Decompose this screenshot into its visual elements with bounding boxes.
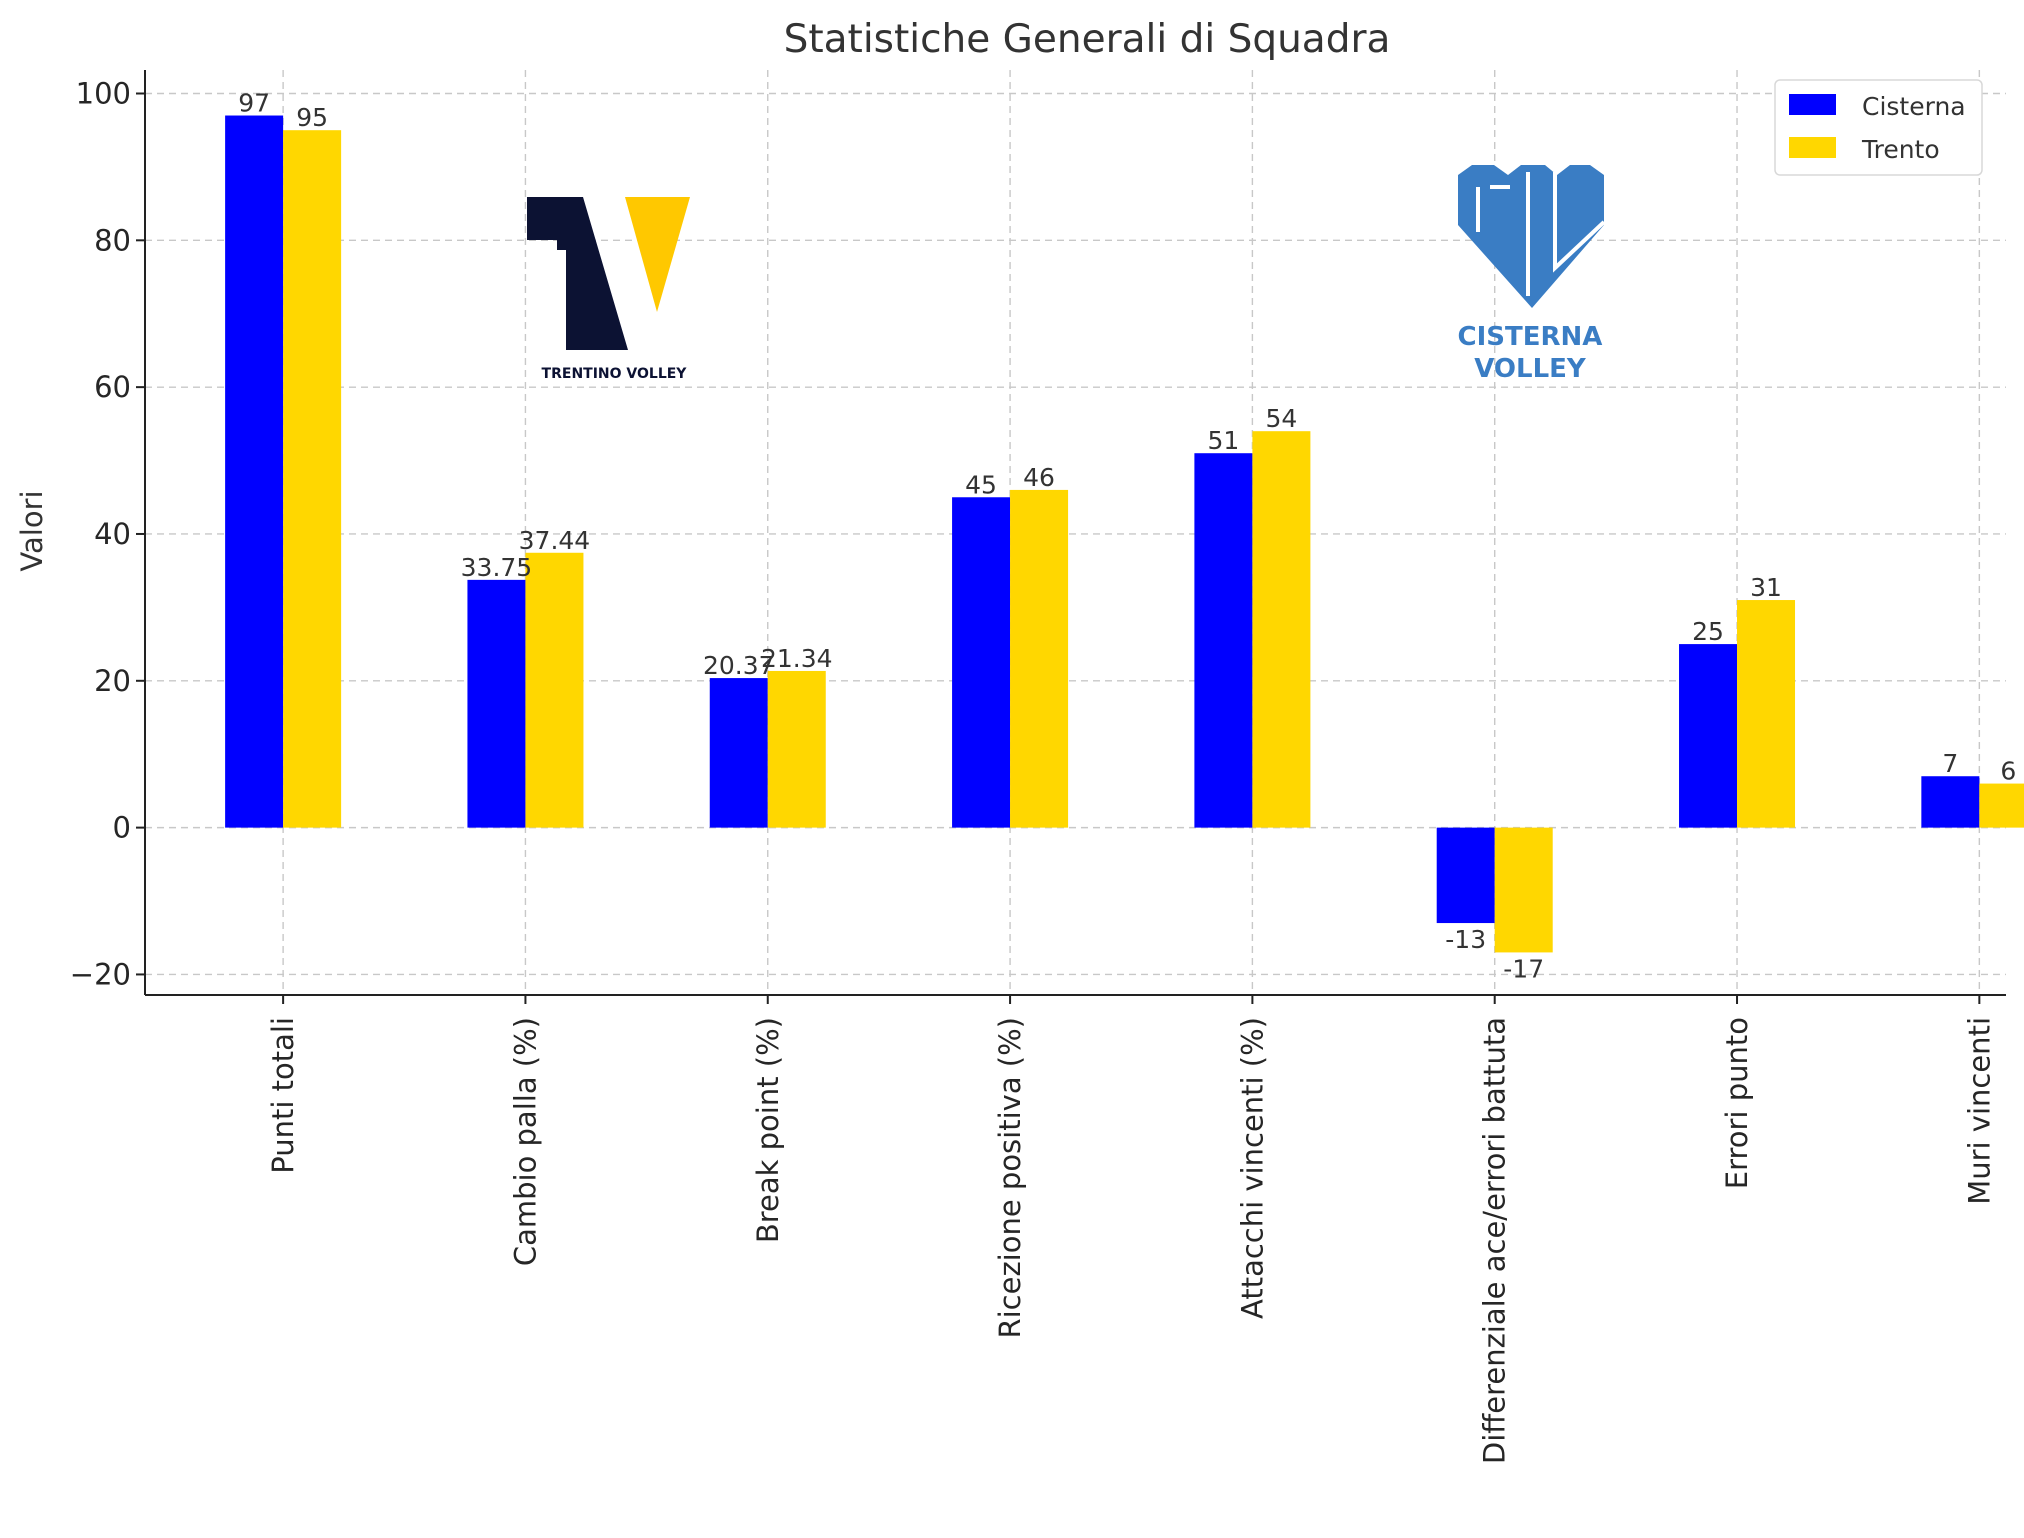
- y-axis-label: Valori: [15, 490, 49, 571]
- data-label-cisterna: 97: [238, 89, 270, 118]
- data-label-trento: 6: [2000, 757, 2016, 786]
- bar-cisterna: [1679, 644, 1738, 828]
- data-label-trento: 95: [296, 103, 328, 132]
- x-tick-label-muri-vincenti: Muri vincenti: [1962, 1017, 1996, 1205]
- data-label-trento: 31: [1750, 573, 1782, 602]
- x-tick-label-cambio-palla: Cambio palla (%): [508, 1017, 542, 1266]
- x-tick-label-punti-totali: Punti totali: [266, 1017, 300, 1174]
- trentino-volley-logo: TRENTINO VOLLEY: [527, 197, 690, 382]
- axes-layer: [144, 70, 2006, 996]
- y-tick-label: −20: [70, 957, 131, 991]
- y-tick-label: 60: [94, 370, 131, 404]
- trentino-logo-mark: [527, 197, 628, 350]
- data-label-cisterna: -13: [1445, 925, 1486, 954]
- data-label-cisterna: 51: [1207, 426, 1239, 455]
- legend-swatch-trento: [1789, 137, 1836, 158]
- bar-trento: [1494, 827, 1553, 953]
- bar-cisterna: [1194, 453, 1253, 828]
- y-tick-label: 20: [94, 664, 131, 698]
- data-label-cisterna: 33.75: [461, 553, 533, 582]
- y-tick-label: 0: [113, 811, 131, 845]
- cisterna-volley-logo: CISTERNA VOLLEY: [1458, 165, 1606, 384]
- bar-cisterna: [1921, 776, 1980, 828]
- grid-layer: [145, 70, 2006, 995]
- trentino-logo-text: TRENTINO VOLLEY: [542, 366, 688, 382]
- cisterna-logo-text-1: CISTERNA: [1458, 322, 1603, 352]
- cisterna-logo-lines: [1476, 172, 1606, 296]
- data-label-cisterna: 20.37: [703, 651, 775, 680]
- y-tick-label: 100: [76, 76, 131, 110]
- bar-trento: [767, 670, 826, 828]
- trentino-logo-accent: [625, 197, 690, 312]
- data-label-cisterna: 45: [965, 470, 997, 499]
- bar-cisterna: [952, 497, 1011, 828]
- bar-cisterna: [225, 115, 284, 828]
- bar-trento: [1252, 431, 1311, 828]
- legend-label-cisterna: Cisterna: [1862, 92, 1966, 121]
- data-label-cisterna: 7: [1942, 749, 1958, 778]
- data-label-trento: -17: [1503, 954, 1544, 983]
- bars-layer: [225, 115, 2024, 953]
- x-tick-label-differenziale-ace-errori-battuta: Differenziale ace/errori battuta: [1478, 1017, 1512, 1464]
- x-tick-label-ricezione-positiva: Ricezione positiva (%): [993, 1017, 1027, 1339]
- data-label-cisterna: 25: [1692, 617, 1724, 646]
- data-label-trento: 37.44: [519, 526, 591, 555]
- bar-trento: [1010, 489, 1069, 828]
- y-tick-label: 40: [94, 517, 131, 551]
- chart-title: Statistiche Generali di Squadra: [784, 17, 1391, 62]
- bar-trento: [1737, 600, 1796, 828]
- bar-trento: [525, 552, 584, 828]
- cisterna-logo-text-2: VOLLEY: [1474, 354, 1587, 384]
- bar-trento: [283, 130, 342, 828]
- x-tick-label-break-point: Break point (%): [751, 1017, 785, 1243]
- labels-layer: 97 33.75 20.37 45 51 -13 25 7 95 37.44 21.34 46 54 -1…: [238, 89, 2016, 984]
- x-tick-label-attacchi-vincenti: Attacchi vincenti (%): [1235, 1017, 1269, 1319]
- bar-cisterna: [467, 579, 526, 828]
- bar-cisterna: [709, 678, 768, 828]
- y-tick-label: 80: [94, 223, 131, 257]
- bar-cisterna: [1436, 827, 1495, 924]
- legend-label-trento: Trento: [1861, 135, 1940, 164]
- cisterna-logo-mark: [1458, 165, 1604, 308]
- data-label-trento: 54: [1265, 404, 1297, 433]
- legend: Cisterna Trento: [1774, 79, 1983, 176]
- ticks-layer: −20 0 20 40 60 80 100 Punti totali Cambio palla …: [70, 76, 1997, 1464]
- data-label-trento: 21.34: [761, 644, 833, 673]
- data-label-trento: 46: [1023, 463, 1055, 492]
- legend-swatch-cisterna: [1789, 94, 1836, 115]
- bar-trento: [1979, 783, 2024, 828]
- x-tick-label-errori-punto: Errori punto: [1720, 1017, 1754, 1189]
